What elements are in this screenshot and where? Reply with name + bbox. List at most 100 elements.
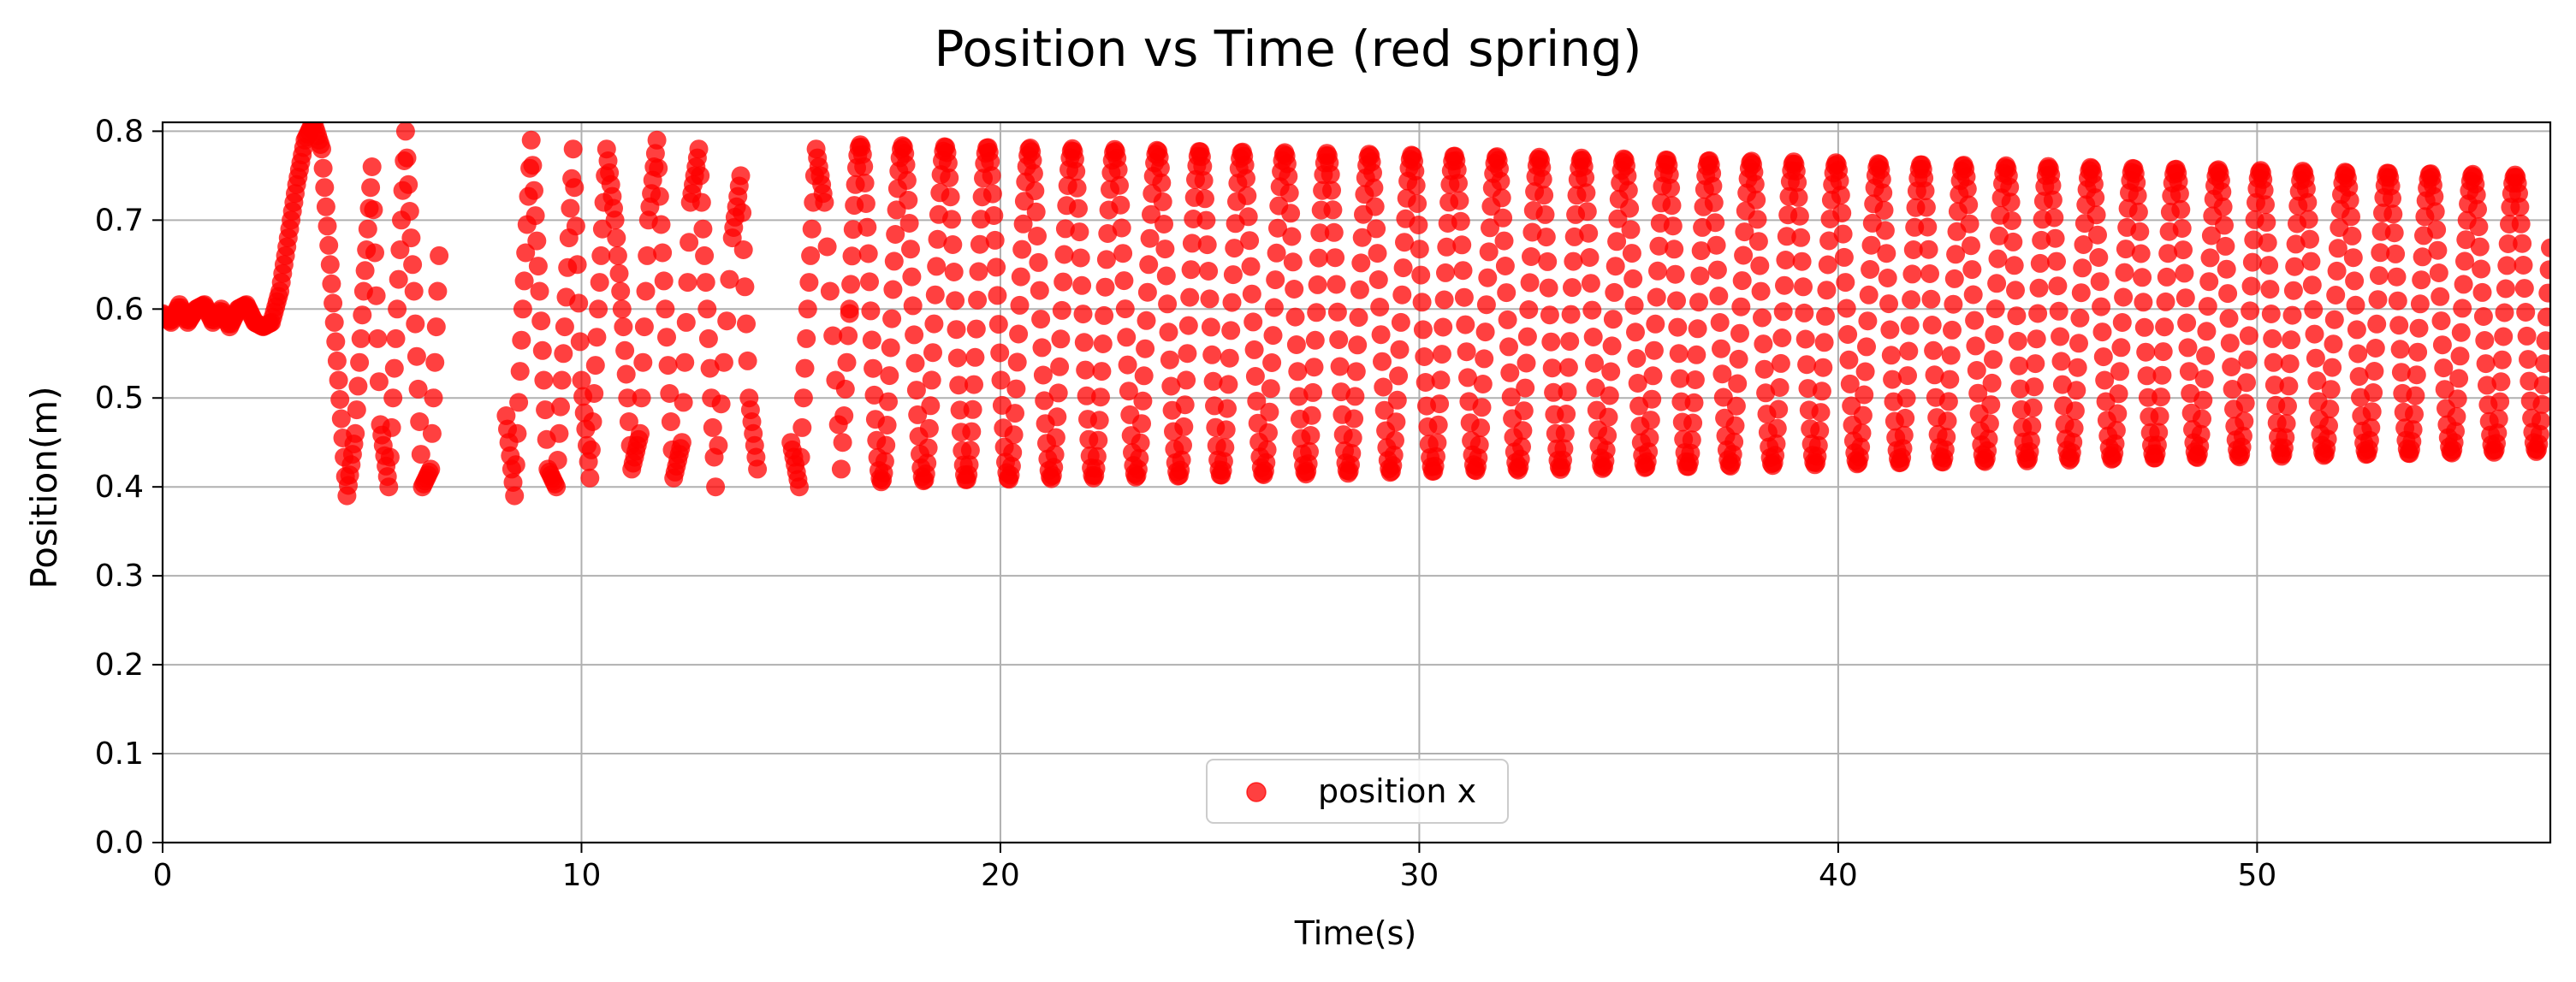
data-point <box>632 388 651 408</box>
data-point <box>2023 398 2043 417</box>
data-point <box>2432 335 2452 355</box>
data-point <box>2045 228 2065 248</box>
data-point <box>638 246 657 265</box>
data-point <box>858 244 878 263</box>
data-point <box>1554 439 1574 458</box>
data-point <box>1915 181 1935 201</box>
data-point <box>348 376 368 396</box>
data-point <box>709 435 728 455</box>
data-point <box>1732 271 1752 291</box>
data-point <box>1342 444 1362 463</box>
data-point <box>590 273 609 293</box>
data-point <box>675 352 695 372</box>
data-point <box>1861 260 1880 279</box>
data-point <box>2348 344 2368 364</box>
data-point <box>1374 400 1394 420</box>
data-point <box>2300 229 2319 249</box>
data-point <box>1586 378 1606 398</box>
data-point <box>942 210 961 229</box>
data-point <box>1959 195 1979 215</box>
data-point <box>1427 447 1445 466</box>
data-point <box>1522 247 1540 266</box>
data-point <box>2071 283 2091 303</box>
data-point <box>2447 407 2466 426</box>
data-point <box>1283 252 1303 272</box>
data-point <box>918 438 938 458</box>
x-tick-label: 20 <box>981 858 1020 893</box>
data-point <box>864 385 884 405</box>
data-point <box>388 299 407 319</box>
data-point <box>2425 202 2445 222</box>
data-point <box>330 390 350 409</box>
data-point <box>1903 240 1923 259</box>
data-point <box>2215 216 2234 235</box>
data-point <box>1131 433 1150 453</box>
data-point <box>361 178 381 198</box>
data-point <box>1225 239 1244 258</box>
data-point <box>2086 205 2106 225</box>
data-point <box>407 346 426 366</box>
data-point <box>1031 310 1051 329</box>
data-point <box>350 352 370 372</box>
data-point <box>2002 211 2021 230</box>
data-point <box>1237 169 1255 188</box>
data-point <box>1919 240 1938 259</box>
data-point <box>1968 383 1988 403</box>
data-point <box>1798 379 1818 399</box>
data-point <box>2201 226 2221 246</box>
data-point <box>2178 338 2198 358</box>
data-point <box>2489 409 2508 429</box>
data-point <box>1137 282 1157 302</box>
data-point <box>988 286 1007 305</box>
data-point <box>817 237 837 257</box>
data-point <box>1756 383 1776 403</box>
data-point <box>2244 230 2264 250</box>
data-point <box>1794 277 1813 297</box>
data-point <box>2320 399 2340 419</box>
data-point <box>1241 257 1261 276</box>
data-point <box>886 225 905 244</box>
data-point <box>1541 332 1561 352</box>
data-point <box>2327 261 2347 281</box>
data-point <box>358 219 377 239</box>
data-point <box>547 477 567 497</box>
y-tick-label: 0.8 <box>95 114 144 149</box>
data-point <box>1839 350 1859 370</box>
data-point <box>320 255 340 275</box>
data-point <box>2488 423 2508 443</box>
data-point <box>2473 307 2493 326</box>
data-point <box>691 166 710 186</box>
data-point <box>1108 160 1128 180</box>
data-point <box>1264 298 1284 317</box>
data-point <box>1855 385 1874 405</box>
data-point <box>2321 380 2341 399</box>
data-point <box>2026 354 2045 374</box>
data-point <box>1177 370 1196 390</box>
data-point <box>1622 244 1641 263</box>
data-point <box>1289 387 1309 406</box>
data-point <box>1006 404 1024 423</box>
data-point <box>1413 320 1433 340</box>
data-point <box>2089 248 2109 267</box>
data-point <box>1450 191 1469 210</box>
data-point <box>1690 266 1710 286</box>
data-point <box>1132 414 1151 434</box>
data-point <box>1324 222 1344 242</box>
data-point <box>2217 259 2236 279</box>
data-point <box>551 397 570 417</box>
data-point <box>1988 249 2008 269</box>
data-point <box>324 312 344 332</box>
data-point <box>2155 317 2175 337</box>
data-point <box>748 459 768 479</box>
data-point <box>1606 257 1625 276</box>
data-point <box>1795 329 1815 349</box>
data-point <box>1985 299 2005 319</box>
data-point <box>2259 256 2279 275</box>
data-point <box>2296 179 2316 198</box>
data-point <box>2027 329 2046 349</box>
data-point <box>425 352 445 372</box>
data-point <box>1816 306 1835 326</box>
data-point <box>1639 442 1659 462</box>
data-point <box>1155 240 1175 259</box>
